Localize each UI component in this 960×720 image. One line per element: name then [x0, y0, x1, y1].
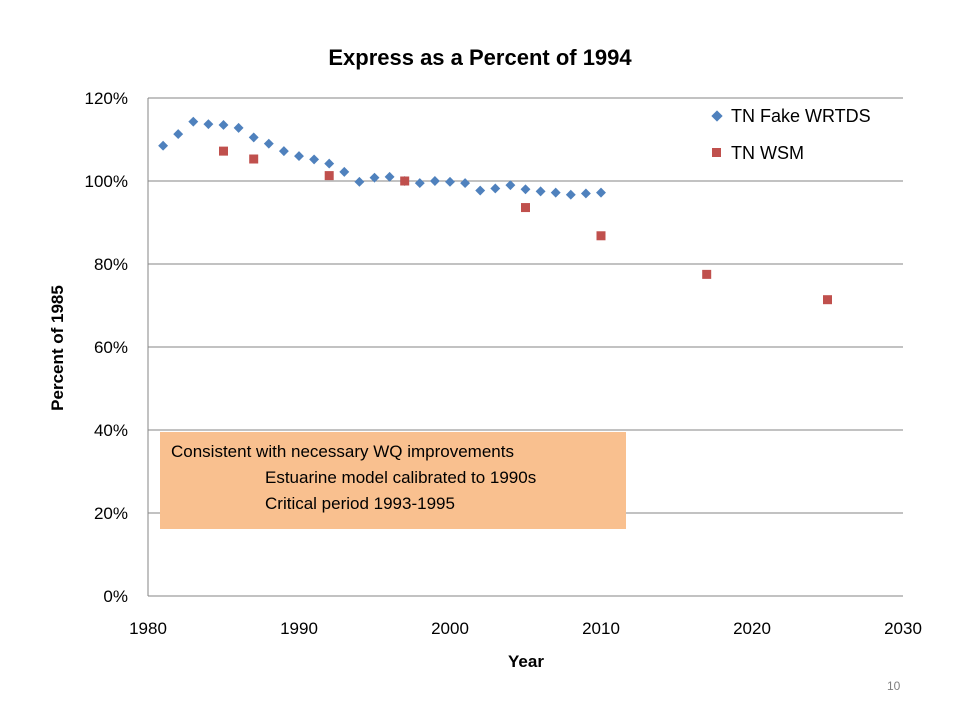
legend-marker-square: [712, 148, 721, 157]
data-point-diamond: [429, 176, 440, 186]
data-point-diamond: [263, 138, 274, 149]
data-point-square: [823, 295, 832, 305]
y-tick-label: 20%: [94, 504, 128, 523]
x-tick-label: 2010: [582, 619, 620, 638]
data-point-diamond: [490, 183, 501, 194]
annotation-box: Consistent with necessary WQ improvement…: [160, 432, 626, 529]
data-point-diamond: [309, 154, 320, 165]
data-point-square: [249, 154, 259, 164]
data-point-diamond: [188, 116, 199, 127]
x-tick-label: 1990: [280, 619, 318, 638]
data-point-diamond: [248, 132, 259, 143]
legend-marker-diamond: [711, 110, 723, 122]
x-tick-label: 2030: [884, 619, 922, 638]
annotation-line: Consistent with necessary WQ improvement…: [171, 442, 514, 461]
data-point-diamond: [520, 184, 531, 195]
y-tick-label: 40%: [94, 421, 128, 440]
data-point-diamond: [580, 188, 591, 199]
data-point-square: [324, 171, 334, 181]
data-point-diamond: [324, 158, 335, 169]
data-point-diamond: [384, 171, 395, 182]
y-tick-label: 0%: [103, 587, 128, 606]
data-point-diamond: [596, 187, 606, 198]
y-tick-label: 60%: [94, 338, 128, 357]
data-point-diamond: [445, 176, 455, 187]
data-point-square: [521, 203, 530, 213]
data-point-square: [219, 146, 228, 156]
legend: TN Fake WRTDS TN WSM: [711, 106, 871, 163]
y-axis-ticks: 0% 20% 40% 60% 80% 100% 120%: [85, 89, 128, 606]
data-point-diamond: [550, 187, 561, 198]
data-point-diamond: [339, 166, 350, 177]
legend-label-wrtds: TN Fake WRTDS: [731, 106, 871, 126]
data-point-diamond: [203, 119, 214, 130]
data-point-diamond: [158, 140, 169, 151]
chart-title: Express as a Percent of 1994: [328, 45, 632, 70]
data-point-square: [702, 269, 712, 279]
legend-label-wsm: TN WSM: [731, 143, 804, 163]
data-point-diamond: [535, 186, 546, 197]
annotation-line: Critical period 1993-1995: [265, 494, 455, 513]
data-point-square: [400, 176, 410, 186]
data-point-diamond: [218, 120, 229, 130]
y-tick-label: 100%: [85, 172, 128, 191]
data-point-diamond: [414, 178, 425, 189]
data-point-diamond: [173, 129, 184, 140]
data-point-diamond: [278, 146, 289, 157]
annotation-line: Estuarine model calibrated to 1990s: [265, 468, 537, 487]
data-point-square: [596, 231, 606, 241]
data-point-diamond: [475, 185, 486, 196]
data-point-diamond: [233, 122, 244, 133]
y-tick-label: 120%: [85, 89, 128, 108]
data-point-diamond: [354, 176, 365, 187]
data-point-diamond: [505, 180, 516, 191]
x-axis-ticks: 1980 1990 2000 2010 2020 2030: [129, 619, 922, 638]
y-tick-label: 80%: [94, 255, 128, 274]
gridlines: [148, 97, 903, 514]
x-tick-label: 1980: [129, 619, 167, 638]
data-point-diamond: [460, 178, 471, 189]
data-point-diamond: [565, 189, 576, 200]
y-axis-label: Percent of 1985: [48, 285, 67, 411]
data-point-diamond: [294, 151, 304, 162]
legend-item-wrtds: TN Fake WRTDS: [711, 106, 871, 126]
page-number: 10: [887, 679, 901, 693]
x-axis-label: Year: [508, 652, 544, 671]
x-tick-label: 2020: [733, 619, 771, 638]
legend-item-wsm: TN WSM: [712, 143, 804, 163]
x-tick-label: 2000: [431, 619, 469, 638]
